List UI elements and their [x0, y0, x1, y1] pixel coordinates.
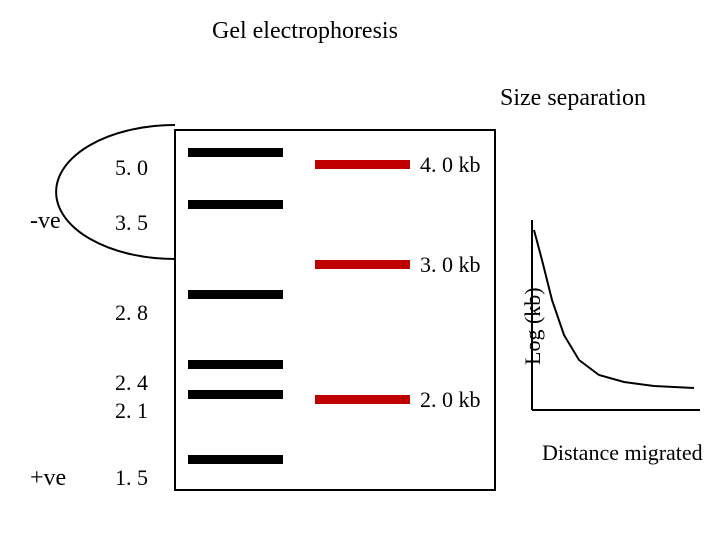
well-arc [56, 125, 175, 259]
ladder-size-label: 3. 5 [115, 210, 148, 236]
graph-x-label: Distance migrated [542, 440, 703, 466]
ladder-size-label: 1. 5 [115, 465, 148, 491]
sample-band [315, 160, 410, 169]
sample-band [315, 395, 410, 404]
ladder-band [188, 148, 283, 157]
sample-size-label: 3. 0 kb [420, 252, 481, 278]
gel-rect [175, 130, 495, 490]
ladder-band [188, 290, 283, 299]
ladder-size-label: 2. 1 [115, 398, 148, 424]
ladder-size-label: 2. 4 [115, 370, 148, 396]
ladder-size-label: 5. 0 [115, 155, 148, 181]
ladder-size-label: 2. 8 [115, 300, 148, 326]
sample-bands [315, 160, 410, 404]
ladder-band [188, 200, 283, 209]
sample-band [315, 260, 410, 269]
sample-size-label: 4. 0 kb [420, 152, 481, 178]
ladder-band [188, 390, 283, 399]
graph-curve [534, 230, 694, 388]
size-migration-graph [530, 220, 710, 430]
sample-size-label: 2. 0 kb [420, 387, 481, 413]
graph-y-label: Log (kb) [520, 287, 546, 365]
ladder-band [188, 360, 283, 369]
ladder-band [188, 455, 283, 464]
ladder-bands [188, 148, 283, 464]
